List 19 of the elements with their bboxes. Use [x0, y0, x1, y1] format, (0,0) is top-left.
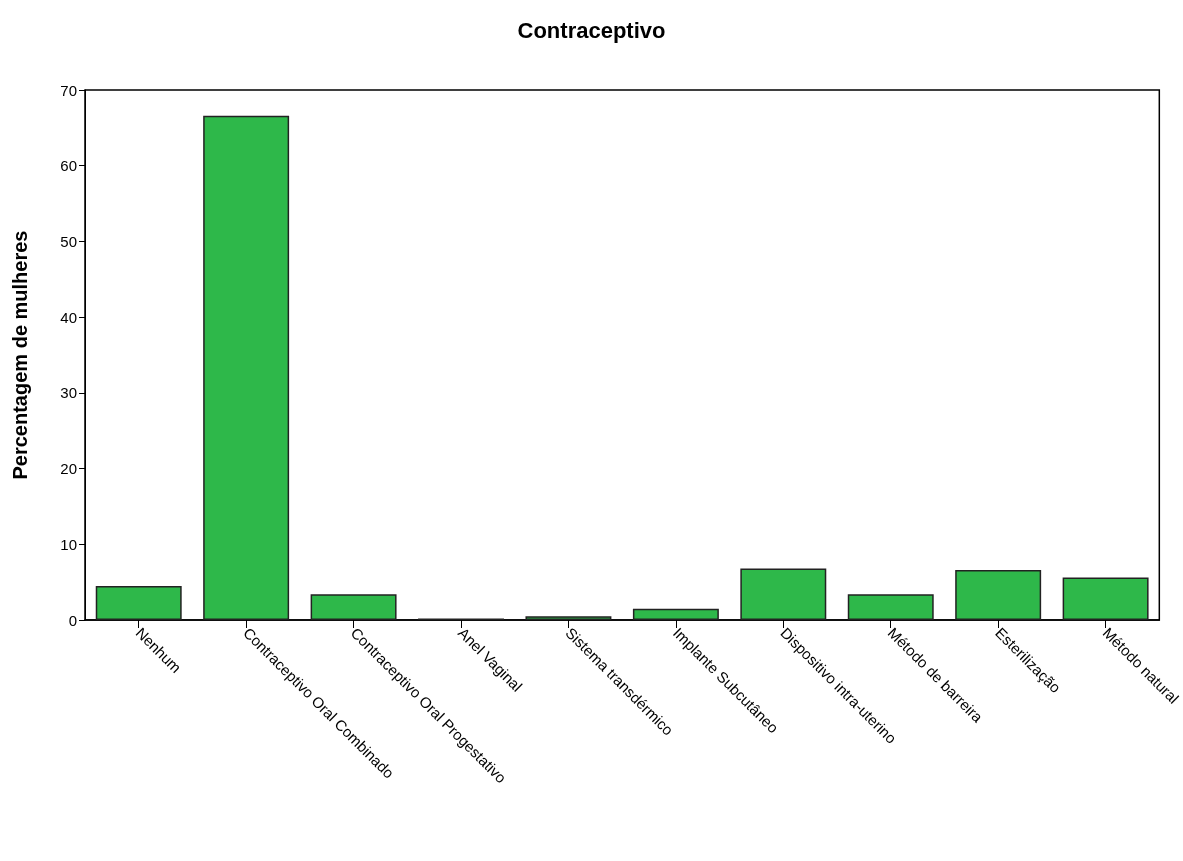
- y-tick-label: 50: [60, 232, 77, 250]
- y-axis-title: Percentagem de mulheres: [9, 230, 31, 480]
- bar: [525, 616, 612, 620]
- y-tick-label: 30: [60, 384, 77, 402]
- bar: [847, 594, 934, 620]
- y-tick-label: 10: [60, 535, 77, 553]
- bar: [310, 594, 397, 620]
- y-tick-label: 0: [68, 611, 77, 629]
- y-tick-label: 20: [60, 460, 77, 478]
- chart-title: Contraceptivo: [517, 17, 666, 43]
- bar: [632, 608, 719, 620]
- bar: [740, 568, 827, 620]
- y-tick-label: 70: [60, 81, 77, 99]
- bar: [203, 115, 290, 620]
- bar: [955, 570, 1042, 620]
- bar: [1062, 577, 1149, 620]
- bar: [95, 585, 182, 620]
- y-tick-label: 40: [60, 308, 77, 326]
- y-tick-label: 60: [60, 157, 77, 175]
